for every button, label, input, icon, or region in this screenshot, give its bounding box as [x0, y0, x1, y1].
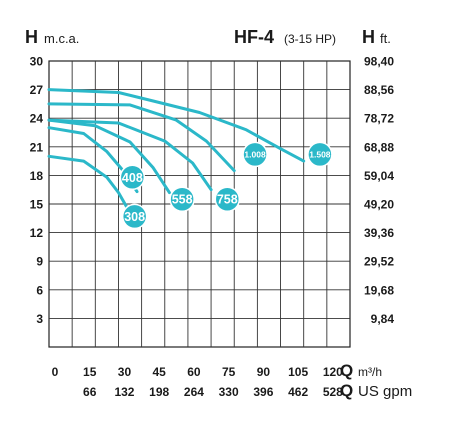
- x-gpm-tick-label: 132: [114, 385, 134, 399]
- right-axis-unit: ft.: [380, 31, 391, 46]
- badge-558: 558: [169, 186, 195, 212]
- badge-label: 758: [217, 193, 238, 207]
- badge-circle: [307, 141, 333, 168]
- curve-758: [47, 118, 213, 192]
- x-gpm-tick-label: 66: [83, 385, 97, 399]
- model-badges: 308 408 558 758 1.008 1.508: [119, 141, 333, 230]
- x-gpm-tick-label: 462: [288, 385, 308, 399]
- x-axis-m3h-q: Q: [340, 361, 353, 380]
- model-title: HF-4: [234, 27, 274, 47]
- y-right-tick-label: 49,20: [364, 198, 394, 212]
- y-right-tick-label: 59,04: [364, 169, 394, 183]
- badge-circle: [214, 186, 241, 212]
- pump-curves: [47, 88, 306, 211]
- y-axis-right-ticks: 98,40 88,56 78,72 68,88 59,04 49,20 39,36 29,52…: [364, 55, 394, 326]
- curve-1.508: [47, 88, 306, 163]
- curve-1.008: [47, 102, 236, 173]
- badge-label: 1.008: [244, 149, 266, 159]
- badge-label: 1.508: [309, 149, 331, 159]
- right-axis-letter: H: [362, 27, 375, 47]
- y-left-tick-label: 24: [30, 112, 44, 126]
- y-left-tick-label: 9: [36, 255, 43, 269]
- curve-558: [47, 118, 171, 195]
- y-right-tick-label: 19,68: [364, 283, 394, 297]
- badge-1.508: 1.508: [307, 141, 333, 168]
- x-m3h-tick-label: 120: [323, 365, 343, 379]
- badge-1.008: 1.008: [242, 141, 268, 168]
- y-left-tick-label: 21: [30, 140, 44, 154]
- x-gpm-tick-label: 330: [219, 385, 239, 399]
- model-range: (3-15 HP): [284, 32, 336, 46]
- badge-label: 408: [122, 171, 143, 185]
- y-left-tick-label: 12: [30, 226, 44, 240]
- badge-308: 308: [121, 203, 148, 230]
- x-axis-gpm-ticks: 66 132 198 264 330 396 462 528: [83, 385, 343, 399]
- badge-label: 558: [172, 193, 193, 207]
- y-right-tick-label: 78,72: [364, 112, 394, 126]
- x-m3h-tick-label: 30: [118, 365, 132, 379]
- x-m3h-tick-label: 15: [83, 365, 97, 379]
- x-axis-m3h-unit: m³/h: [358, 365, 382, 379]
- y-right-tick-label: 39,36: [364, 226, 394, 240]
- x-gpm-tick-label: 528: [323, 385, 343, 399]
- badge-circle: [119, 164, 146, 191]
- badge-758: 758: [214, 186, 241, 212]
- x-m3h-tick-label: 45: [153, 365, 167, 379]
- x-axis-gpm-unit: US gpm: [358, 383, 412, 400]
- left-axis-unit: m.c.a.: [44, 31, 79, 46]
- x-gpm-tick-label: 264: [184, 385, 204, 399]
- y-right-tick-label: 88,56: [364, 83, 394, 97]
- x-gpm-tick-label: 198: [149, 385, 169, 399]
- badge-circle: [169, 186, 195, 212]
- left-axis-letter: H: [25, 27, 38, 47]
- y-left-tick-label: 30: [30, 55, 44, 69]
- x-m3h-tick-label: 105: [288, 365, 308, 379]
- y-left-tick-label: 3: [36, 312, 43, 326]
- x-m3h-tick-label: 60: [187, 365, 201, 379]
- x-m3h-tick-label: 90: [257, 365, 271, 379]
- y-axis-left-ticks: 30 27 24 21 18 15 12 9 6 3: [30, 55, 44, 326]
- badge-circle: [121, 203, 148, 230]
- y-left-tick-label: 27: [30, 83, 44, 97]
- y-left-tick-label: 18: [30, 169, 44, 183]
- y-right-tick-label: 29,52: [364, 255, 394, 269]
- x-m3h-tick-label: 75: [222, 365, 236, 379]
- grid: [48, 60, 351, 348]
- x-gpm-tick-label: 396: [253, 385, 273, 399]
- x-axis-m3h-ticks: 0 15 30 45 60 75 90 105 120: [52, 365, 344, 379]
- y-left-tick-label: 6: [36, 283, 43, 297]
- y-right-tick-label: 9,84: [371, 312, 395, 326]
- badge-label: 308: [124, 210, 145, 224]
- curve-308: [47, 154, 130, 211]
- y-right-tick-label: 98,40: [364, 55, 394, 69]
- y-right-tick-label: 68,88: [364, 140, 394, 154]
- badge-408: 408: [119, 164, 146, 191]
- x-axis-gpm-q: Q: [340, 381, 353, 400]
- badge-circle: [242, 141, 268, 168]
- y-left-tick-label: 15: [30, 198, 44, 212]
- x-m3h-tick-label: 0: [52, 365, 59, 379]
